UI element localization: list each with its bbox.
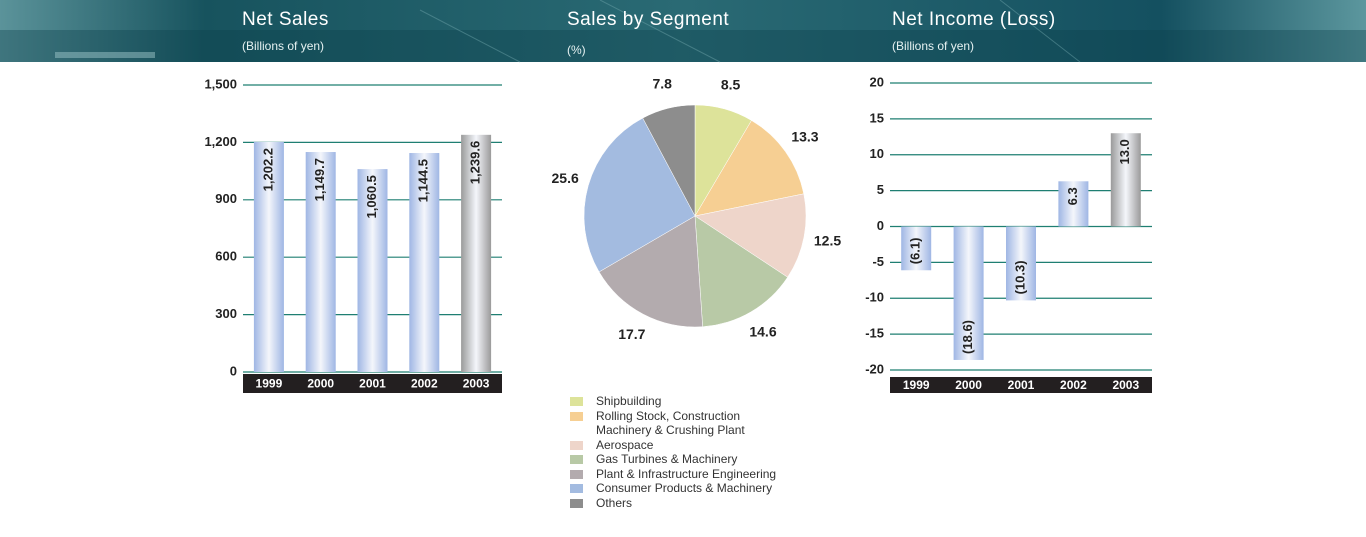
y-tick-label: 300 (215, 306, 237, 321)
pie-label: 7.8 (653, 76, 673, 92)
x-tick-label: 1999 (903, 378, 930, 392)
y-tick-label: 5 (877, 182, 884, 197)
pie-slice (694, 215, 788, 328)
category-strip (890, 377, 1152, 393)
pie-slice (598, 215, 703, 328)
legend-label: Shipbuilding (596, 394, 662, 408)
value-label: (10.3) (1012, 260, 1027, 294)
x-tick-label: 2002 (411, 377, 438, 391)
y-tick-label: 15 (870, 110, 884, 125)
pie-label: 13.3 (791, 128, 818, 144)
y-tick-label: 600 (215, 249, 237, 264)
value-label: 1,149.7 (312, 158, 327, 201)
pie-slice (583, 117, 696, 273)
y-tick-label: -15 (865, 326, 884, 341)
bar (305, 152, 336, 372)
legend-swatch (570, 455, 583, 464)
y-tick-label: -10 (865, 290, 884, 305)
legend-swatch (570, 498, 583, 508)
value-label: 13.0 (1117, 139, 1132, 164)
header-banner (0, 0, 1366, 62)
legend-item: Others (570, 496, 870, 511)
value-label: (6.1) (908, 238, 923, 265)
chart-subtitle: (Billions of yen) (892, 39, 974, 53)
pie-label: 17.7 (618, 326, 645, 342)
x-tick-label: 2001 (1008, 378, 1035, 392)
header-band (0, 30, 1366, 62)
legend-label: Aerospace (596, 437, 654, 452)
pie-label: 14.6 (749, 323, 776, 339)
pie-slice (694, 193, 807, 278)
legend-item: Aerospace (570, 438, 870, 453)
y-tick-label: -5 (872, 254, 884, 269)
y-tick-label: 0 (230, 363, 237, 378)
bar (901, 226, 932, 271)
legend-swatch (570, 484, 583, 493)
value-label: 6.3 (1065, 187, 1080, 205)
value-label: 1,202.2 (260, 148, 275, 191)
bar (253, 141, 284, 372)
x-tick-label: 2003 (1112, 378, 1139, 392)
legend-item: Plant & Infrastructure Engineering (570, 467, 870, 482)
legend-label: Gas Turbines & Machinery (596, 452, 738, 466)
legend-item: Rolling Stock, Construction Machinery & … (570, 409, 870, 438)
pie-slice (694, 120, 805, 217)
y-tick-label: 0 (877, 218, 884, 233)
chart-subtitle: (%) (567, 43, 586, 57)
y-tick-label: 20 (870, 74, 884, 89)
bar (1058, 181, 1089, 227)
value-label: 1,060.5 (364, 175, 379, 218)
bar (357, 169, 388, 372)
value-label: 1,144.5 (416, 159, 431, 202)
legend-label: Others (596, 495, 633, 510)
legend-swatch (570, 411, 583, 421)
bar (1006, 226, 1036, 301)
header-decor (55, 0, 1081, 63)
pie-label: 8.5 (721, 76, 741, 92)
legend-swatch (570, 440, 583, 450)
y-tick-label: 10 (870, 146, 884, 161)
x-tick-label: 2003 (463, 377, 490, 391)
x-tick-label: 2000 (955, 378, 982, 392)
y-tick-label: 900 (215, 191, 237, 206)
legend-swatch (570, 397, 583, 406)
legend: Shipbuilding Rolling Stock, Construction … (570, 394, 870, 510)
x-tick-label: 2000 (307, 377, 334, 391)
x-tick-label: 1999 (256, 377, 283, 391)
legend-item: Gas Turbines & Machinery (570, 452, 870, 467)
legend-item: Consumer Products & Machinery (570, 481, 870, 496)
legend-label: Consumer Products & Machinery (596, 481, 773, 495)
value-label: (18.6) (960, 320, 975, 354)
chart-title: Net Sales (242, 9, 329, 30)
x-tick-label: 2001 (359, 377, 386, 391)
legend-swatch (570, 469, 583, 479)
chart-title: Net Income (Loss) (892, 9, 1056, 30)
pie-slice (642, 104, 696, 217)
category-strip (243, 374, 502, 393)
legend-label: Plant & Infrastructure Engineering (596, 466, 777, 481)
bar (461, 134, 492, 372)
legend-label: Rolling Stock, Construction Machinery & … (596, 408, 745, 438)
y-tick-label: 1,200 (204, 134, 237, 149)
bar (1110, 133, 1141, 227)
value-label: 1,239.6 (468, 141, 483, 184)
pie-label: 12.5 (814, 232, 841, 248)
pie-label: 25.6 (552, 170, 579, 186)
legend-item: Shipbuilding (570, 394, 870, 409)
bar (409, 153, 440, 372)
y-tick-label: -20 (865, 361, 884, 376)
chart-title: Sales by Segment (567, 9, 729, 30)
chart-subtitle: (Billions of yen) (242, 39, 324, 53)
x-tick-label: 2002 (1060, 378, 1087, 392)
y-tick-label: 1,500 (204, 76, 237, 91)
bar (953, 226, 984, 360)
